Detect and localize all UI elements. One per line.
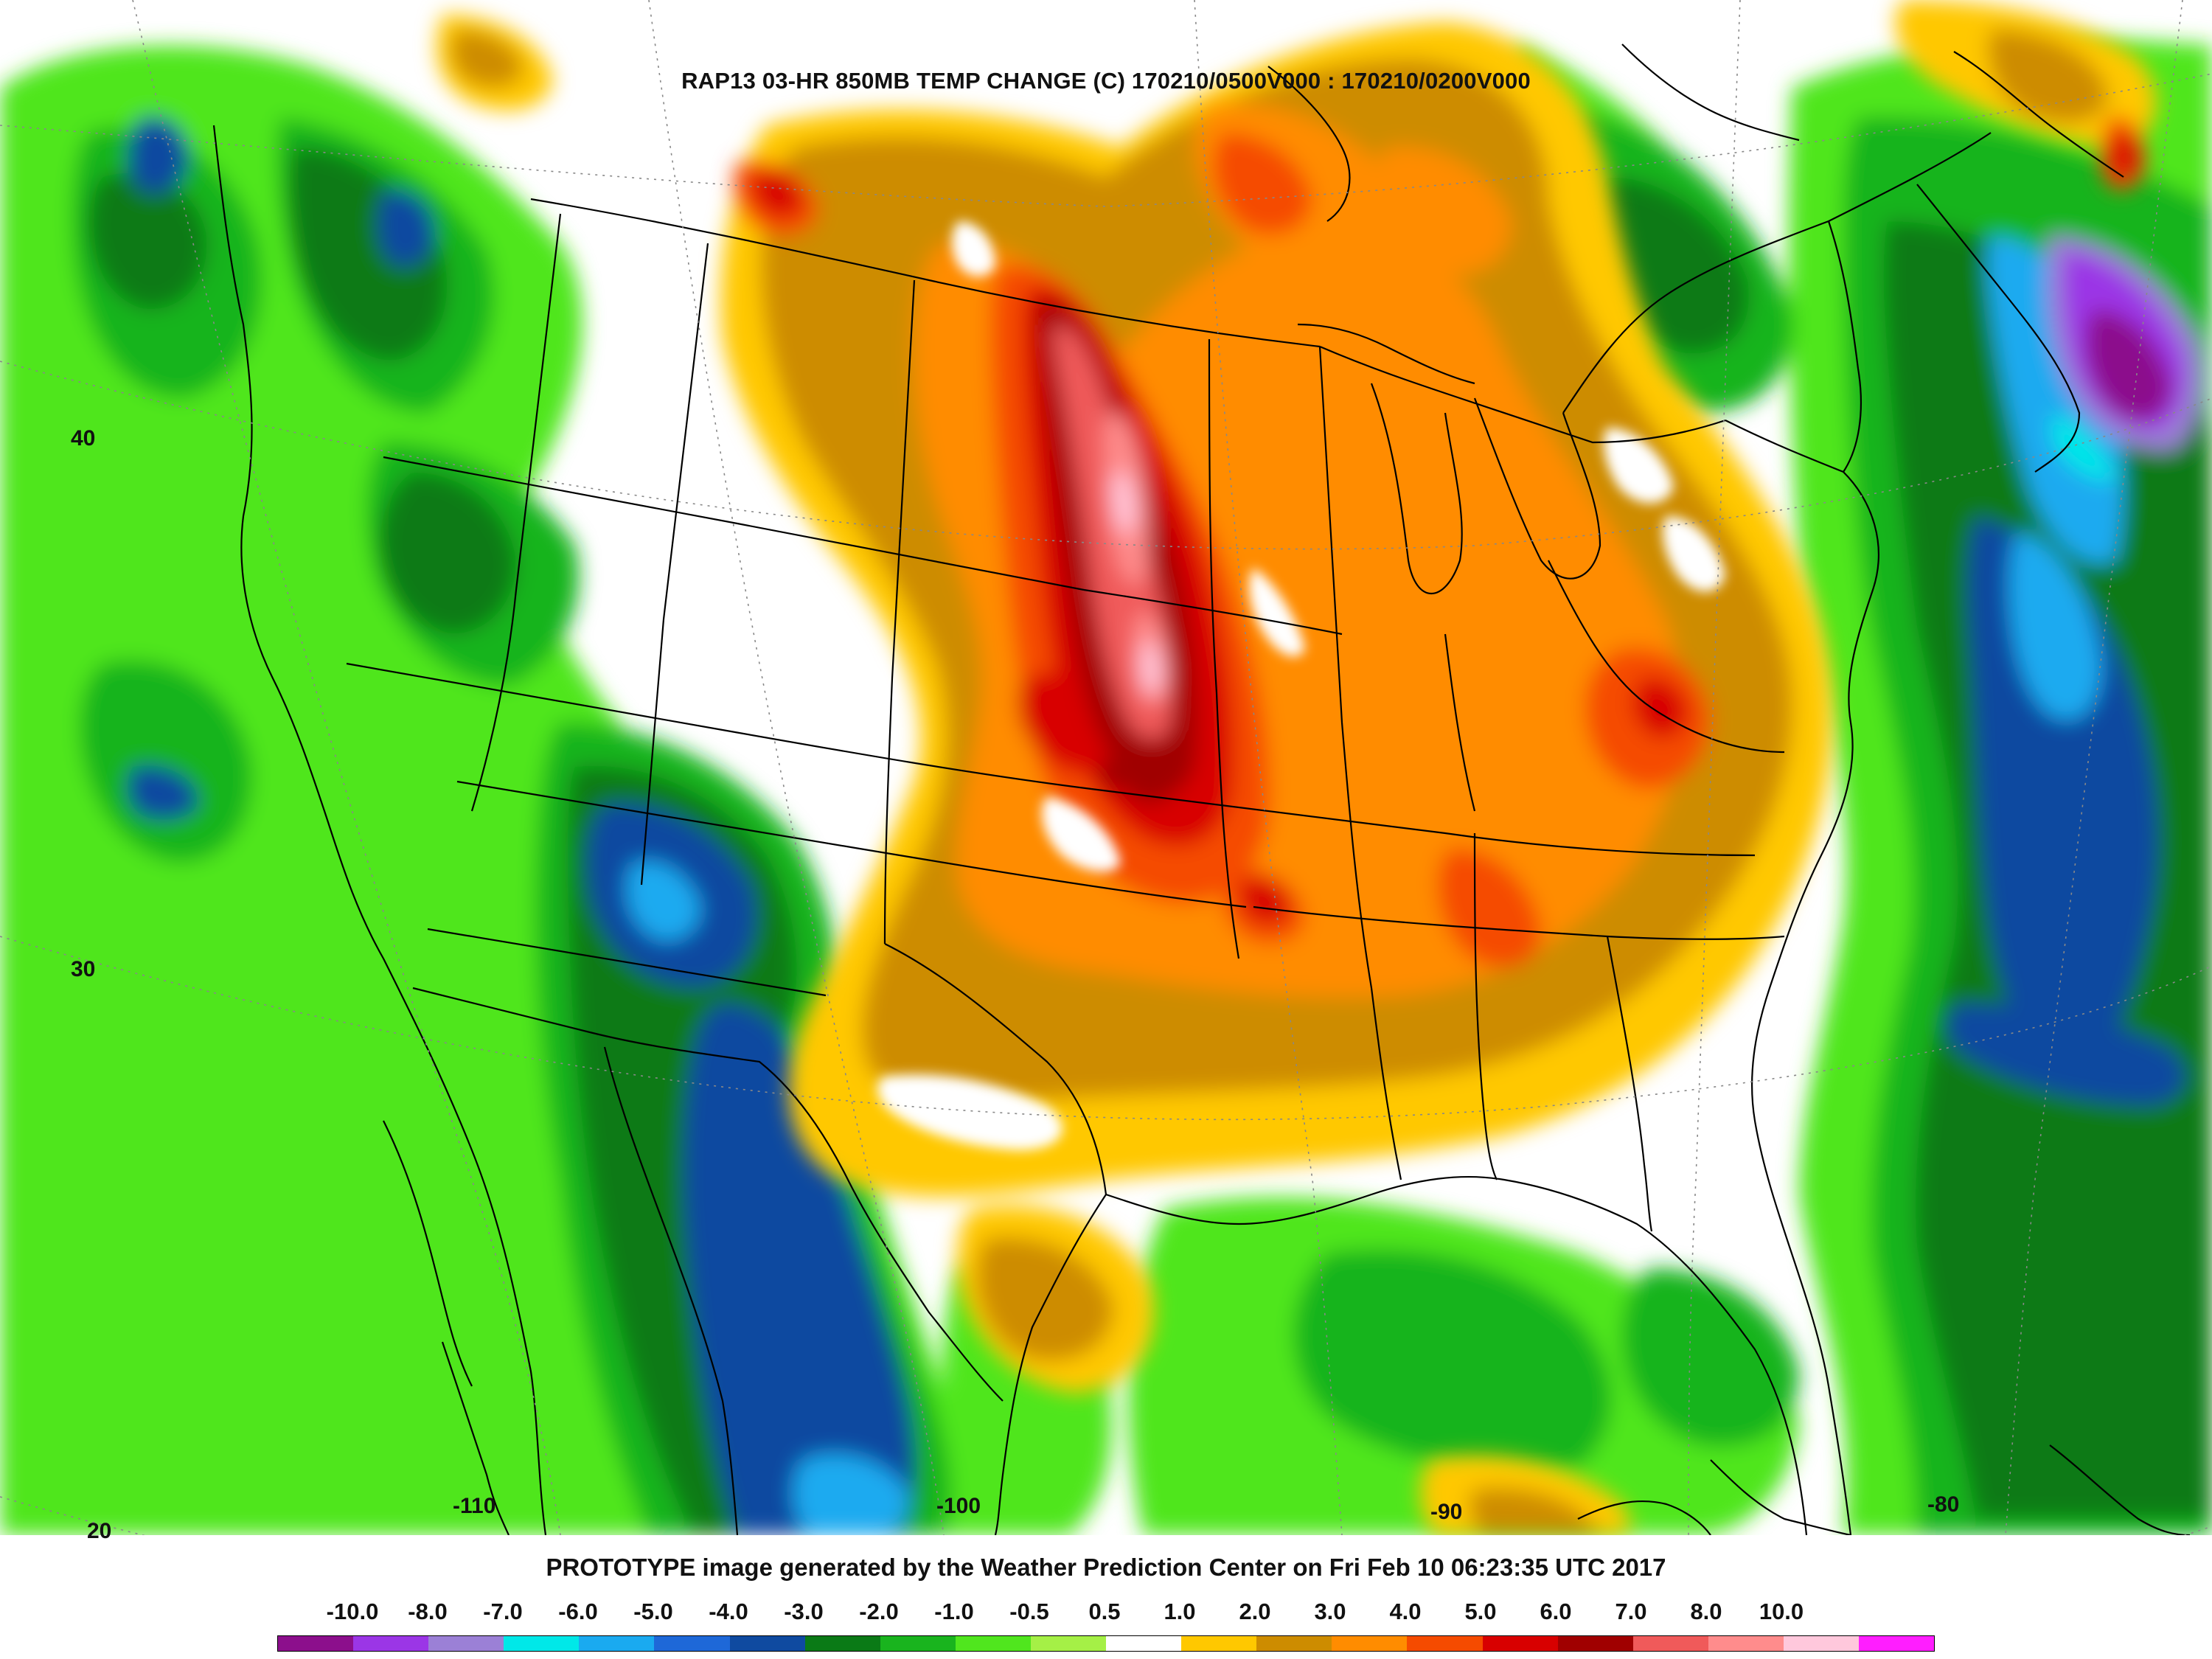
legend-swatch xyxy=(729,1636,805,1651)
legend-swatch xyxy=(880,1636,956,1651)
legend-label: 6.0 xyxy=(1540,1599,1572,1624)
legend-label: -0.5 xyxy=(1009,1599,1049,1624)
legend-swatch xyxy=(955,1636,1031,1651)
legend-swatch xyxy=(804,1636,880,1651)
legend-label: -3.0 xyxy=(784,1599,824,1624)
neutral-patches xyxy=(816,221,1725,1150)
latitude-label-40: 40 xyxy=(71,426,96,451)
legend-label: 10.0 xyxy=(1759,1599,1804,1624)
longitude-label-90: -90 xyxy=(1430,1500,1463,1524)
legend-swatch xyxy=(1332,1636,1408,1651)
legend-label: 4.0 xyxy=(1389,1599,1422,1624)
legend-labels: -10.0 -8.0 -7.0 -6.0 -5.0 -4.0 -3.0 -2.0… xyxy=(277,1599,1935,1628)
legend-label: 7.0 xyxy=(1615,1599,1647,1624)
legend-swatch xyxy=(1632,1636,1708,1651)
legend-label: -8.0 xyxy=(408,1599,448,1624)
legend-swatch xyxy=(1106,1636,1182,1651)
legend-swatch xyxy=(1783,1636,1859,1651)
legend-label: -10.0 xyxy=(326,1599,379,1624)
legend-swatch xyxy=(1708,1636,1784,1651)
color-scale-bar xyxy=(277,1635,1935,1652)
longitude-label-80: -80 xyxy=(1927,1492,1960,1517)
legend-swatch xyxy=(353,1636,429,1651)
legend-label: -6.0 xyxy=(558,1599,598,1624)
legend-swatch xyxy=(1256,1636,1332,1651)
legend-swatch xyxy=(1407,1636,1483,1651)
legend-label: 0.5 xyxy=(1088,1599,1121,1624)
legend-swatch xyxy=(504,1636,580,1651)
credit-line: PROTOTYPE image generated by the Weather… xyxy=(546,1554,1666,1581)
legend-swatch xyxy=(1482,1636,1558,1651)
legend-label: -1.0 xyxy=(934,1599,974,1624)
legend-swatch xyxy=(1181,1636,1257,1651)
legend-label: -2.0 xyxy=(859,1599,899,1624)
legend-label: 3.0 xyxy=(1314,1599,1346,1624)
legend-swatch xyxy=(1030,1636,1107,1651)
map-title: RAP13 03-HR 850MB TEMP CHANGE (C) 170210… xyxy=(681,68,1531,94)
latitude-label-20: 20 xyxy=(87,1519,112,1543)
longitude-label-100: -100 xyxy=(936,1494,981,1518)
legend-label: 8.0 xyxy=(1690,1599,1722,1624)
legend-swatch xyxy=(1557,1636,1633,1651)
legend-swatch xyxy=(579,1636,655,1651)
legend-swatch xyxy=(654,1636,730,1651)
legend-label: -5.0 xyxy=(633,1599,673,1624)
legend-label: -4.0 xyxy=(709,1599,748,1624)
legend-label: 1.0 xyxy=(1164,1599,1196,1624)
legend-swatch xyxy=(428,1636,504,1651)
legend-swatch xyxy=(1858,1636,1935,1651)
legend-label: -7.0 xyxy=(483,1599,523,1624)
legend-swatch xyxy=(278,1636,354,1651)
legend-label: 2.0 xyxy=(1239,1599,1271,1624)
latitude-label-30: 30 xyxy=(71,957,96,981)
state-boundaries xyxy=(212,44,2191,1535)
longitude-label-110: -110 xyxy=(453,1494,496,1518)
legend-label: 5.0 xyxy=(1464,1599,1497,1624)
